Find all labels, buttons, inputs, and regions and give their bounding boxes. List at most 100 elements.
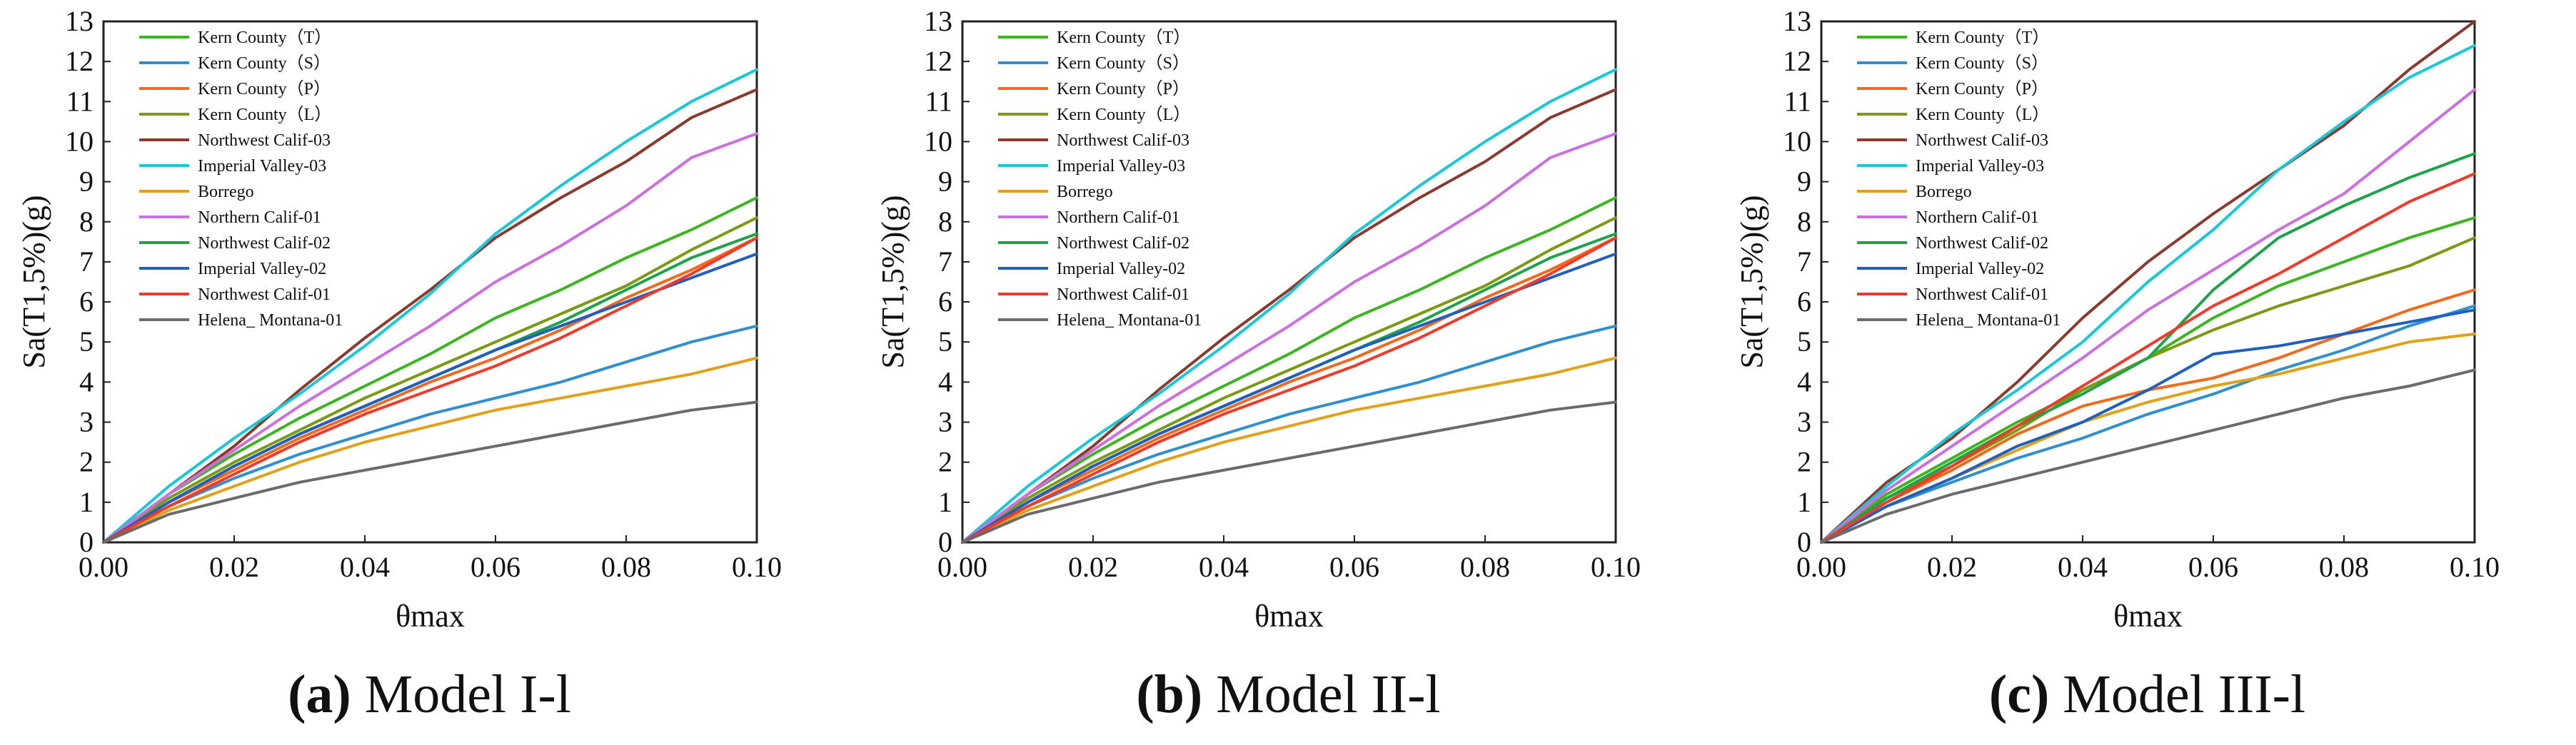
x-tick-label: 0.02 [209, 551, 259, 583]
x-tick-label: 0.08 [1460, 551, 1510, 583]
legend-label-kern-county-l: Kern County（L） [1916, 106, 2049, 124]
legend-label-kern-county-t: Kern County（T） [198, 29, 331, 47]
series-line-northwest-calif-03 [102, 88, 758, 544]
y-tick-label: 4 [938, 365, 952, 397]
legend-label-northern-calif-01: Northern Calif-01 [1057, 208, 1180, 227]
chart-panel-b: 0 1 2 3 4 5 6 7 8 9 10 11 12 13 0.00 0.02 0.04 0.06 0.08 0.… [859, 0, 1718, 745]
legend-label-imperial-valley-02: Imperial Valley-02 [1057, 260, 1185, 278]
plot-frame-b [961, 20, 1617, 544]
chart-panel-a: 0 1 2 3 4 5 6 7 8 9 10 11 12 13 0.00 0.02 0.04 0.06 0.08 0.… [0, 0, 859, 745]
legend-label-helena-montana-01: Helena_ Montana-01 [1916, 311, 2061, 330]
series-line-kern-county-s [961, 324, 1617, 544]
caption-c-text: Model III-l [2049, 664, 2306, 724]
series-line-imperial-valley-03 [102, 68, 758, 544]
series-line-northwest-calif-02 [961, 232, 1617, 544]
y-tick-label: 8 [79, 206, 94, 238]
legend-label-imperial-valley-03: Imperial Valley-03 [1916, 157, 2044, 176]
legend-label-kern-county-t: Kern County（T） [1916, 29, 2049, 47]
legend-label-northwest-calif-02: Northwest Calif-02 [198, 234, 331, 253]
y-axis-title-c: Sa(T1,5%)(g) [1734, 195, 1769, 368]
y-tick-label: 6 [1797, 285, 1811, 318]
y-tick-label: 3 [938, 406, 952, 438]
x-axis-title-a: θmax [396, 599, 465, 634]
series-line-imperial-valley-02 [1820, 308, 2476, 544]
x-tick-label: 0.08 [601, 551, 651, 583]
x-axis-title-b: θmax [1254, 599, 1324, 634]
y-tick-label: 4 [79, 365, 94, 397]
legend-label-northwest-calif-02: Northwest Calif-02 [1916, 234, 2048, 253]
legend-label-northwest-calif-01: Northwest Calif-01 [1916, 285, 2048, 304]
y-tick-label: 7 [1797, 245, 1811, 278]
legend-label-kern-county-s: Kern County（S） [198, 54, 331, 73]
series-line-kern-county-p [102, 236, 758, 544]
legend-label-kern-county-s: Kern County（S） [1916, 54, 2048, 73]
series-line-northern-calif-01 [1820, 88, 2476, 544]
legend-label-kern-county-p: Kern County（P） [1916, 80, 2048, 98]
x-tick-label: 0.04 [1199, 551, 1249, 583]
y-tick-label: 9 [1797, 166, 1811, 198]
legend-label-borrego: Borrego [198, 183, 254, 201]
y-tick-label: 0 [938, 526, 952, 558]
y-tick-label: 7 [79, 245, 94, 278]
legend-label-kern-county-p: Kern County（P） [1057, 80, 1189, 98]
y-tick-label: 11 [1783, 85, 1811, 117]
y-tick-label: 2 [938, 446, 952, 478]
y-tick-label: 5 [79, 325, 94, 358]
legend-label-imperial-valley-02: Imperial Valley-02 [1916, 260, 2044, 278]
series-line-kern-county-l [102, 216, 758, 544]
legend-label-imperial-valley-03: Imperial Valley-03 [1057, 157, 1185, 176]
legend-label-helena-montana-01: Helena_ Montana-01 [198, 311, 343, 330]
legend-label-kern-county-t: Kern County（T） [1057, 29, 1190, 47]
series-line-kern-county-t [102, 196, 758, 544]
y-tick-label: 1 [938, 486, 952, 518]
legend-label-borrego: Borrego [1057, 183, 1113, 201]
y-tick-label: 11 [925, 85, 952, 117]
y-tick-label: 5 [1797, 325, 1811, 358]
caption-b-text: Model II-l [1202, 664, 1441, 724]
x-tick-label: 0.04 [2058, 551, 2108, 583]
legend-label-northern-calif-01: Northern Calif-01 [1916, 208, 2039, 227]
legend-label-helena-montana-01: Helena_ Montana-01 [1057, 311, 1202, 330]
series-line-northwest-calif-02 [102, 232, 758, 544]
y-tick-label: 8 [1797, 206, 1811, 238]
caption-a-letter: (a) [288, 664, 351, 724]
y-tick-label: 4 [1797, 365, 1811, 397]
series-line-kern-county-l [961, 216, 1617, 544]
series-line-northwest-calif-01 [961, 236, 1617, 544]
y-tick-label: 12 [924, 45, 952, 77]
series-line-kern-county-p [961, 236, 1617, 544]
legend-label-northwest-calif-01: Northwest Calif-01 [1057, 285, 1189, 304]
x-axis-title-c: θmax [2113, 599, 2183, 634]
y-tick-label: 11 [66, 85, 94, 117]
series-line-northern-calif-01 [102, 132, 758, 544]
series-line-northwest-calif-01 [1820, 172, 2476, 544]
series-line-borrego [102, 356, 758, 544]
plot-frame-a [102, 20, 758, 544]
chart-panel-c: 0 1 2 3 4 5 6 7 8 9 10 11 12 13 0.00 0.02 0.04 0.06 0.08 0.… [1718, 0, 2576, 745]
y-tick-label: 10 [65, 125, 94, 157]
x-tick-label: 0.00 [79, 551, 129, 583]
x-tick-label: 0.06 [471, 551, 520, 583]
series-line-borrego [961, 356, 1617, 544]
y-tick-label: 9 [938, 166, 952, 198]
y-tick-label: 3 [79, 406, 94, 438]
caption-c: (c) Model III-l [1718, 664, 2576, 726]
y-tick-label: 2 [1797, 446, 1811, 478]
y-tick-label: 10 [924, 125, 952, 157]
legend-label-northwest-calif-01: Northwest Calif-01 [198, 285, 331, 304]
y-tick-label: 13 [1783, 5, 1811, 37]
x-tick-label: 0.10 [2450, 551, 2500, 583]
legend-label-northwest-calif-03: Northwest Calif-03 [1057, 131, 1189, 150]
x-tick-label: 0.00 [937, 551, 987, 583]
x-tick-label: 0.08 [2319, 551, 2369, 583]
y-tick-label: 12 [1783, 45, 1811, 77]
y-tick-label: 10 [1783, 125, 1811, 157]
y-tick-label: 6 [938, 285, 952, 318]
y-tick-label: 13 [924, 5, 952, 37]
y-tick-label: 5 [938, 325, 952, 358]
x-tick-label: 0.02 [1068, 551, 1118, 583]
legend-label-borrego: Borrego [1916, 183, 1972, 201]
x-tick-label: 0.10 [732, 551, 782, 583]
legend-label-imperial-valley-02: Imperial Valley-02 [198, 260, 326, 278]
